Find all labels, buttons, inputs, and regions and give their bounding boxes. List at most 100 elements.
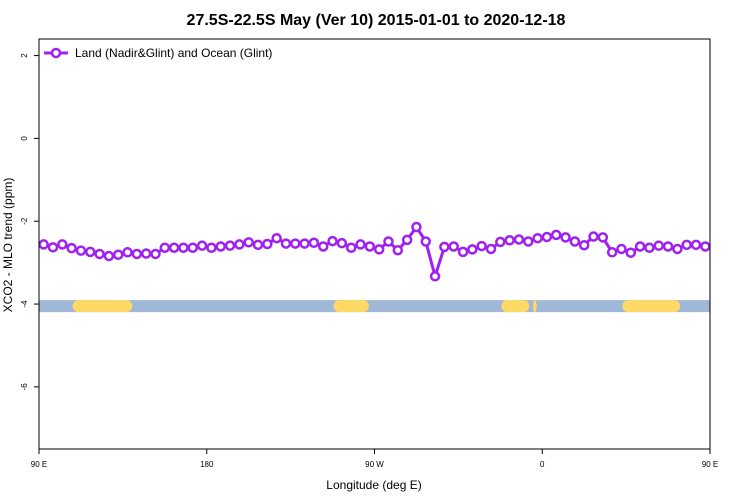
land-segment — [622, 300, 681, 313]
data-point — [327, 235, 338, 247]
y-axis: 2 0 -2 -4 -6 — [20, 53, 39, 391]
y-tick-label: 2 — [20, 53, 29, 58]
data-point — [345, 242, 357, 253]
data-point — [578, 239, 590, 251]
land-segment — [532, 300, 537, 313]
data-point — [159, 242, 171, 253]
data-point — [112, 249, 124, 261]
data-point — [252, 239, 264, 251]
chart-title: 27.5S-22.5S May (Ver 10) 2015-01-01 to 2… — [187, 12, 566, 29]
x-tick-label: 90 W — [365, 460, 384, 469]
data-point — [644, 242, 655, 253]
data-point — [700, 241, 711, 252]
data-point — [467, 244, 478, 255]
data-point — [495, 236, 506, 248]
data-point — [168, 242, 180, 253]
data-point — [523, 236, 534, 247]
data-point — [606, 247, 618, 258]
x-axis-label: Longitude (deg E) — [326, 478, 421, 492]
data-point — [439, 241, 450, 253]
data-point — [308, 237, 320, 249]
plot-frame — [38, 38, 711, 450]
data-point — [47, 242, 59, 253]
data-point — [94, 248, 105, 260]
data-point — [234, 239, 245, 250]
data-point — [206, 242, 217, 253]
data-point — [336, 237, 348, 249]
data-point — [243, 237, 254, 248]
data-point — [271, 232, 282, 244]
data-point — [476, 240, 487, 252]
y-tick-label: 0 — [20, 136, 29, 141]
data-point — [429, 271, 441, 282]
data-point — [383, 236, 394, 247]
data-point — [75, 245, 87, 256]
data-point — [196, 240, 208, 251]
data-point — [150, 248, 161, 260]
data-point — [569, 236, 581, 247]
data-point — [290, 238, 301, 249]
x-tick-label: 180 — [200, 460, 214, 469]
land-segment — [501, 300, 530, 313]
data-point — [532, 232, 543, 244]
data-point — [187, 242, 199, 253]
data-point — [355, 239, 366, 250]
y-tick-label: -6 — [20, 383, 29, 391]
data-point — [122, 247, 133, 258]
data-point — [215, 241, 226, 252]
data-point — [420, 236, 432, 247]
data-point — [262, 238, 273, 250]
land-segment — [333, 300, 369, 313]
data-point — [672, 243, 683, 255]
data-point — [299, 238, 310, 249]
data-point — [690, 239, 702, 251]
y-axis-label: XCO2 - MLO trend (ppm) — [1, 178, 15, 313]
surface-strip — [39, 300, 710, 313]
data-point — [588, 231, 599, 242]
data-point — [364, 241, 376, 252]
data-point — [597, 232, 609, 243]
data-point — [616, 243, 627, 255]
legend: Land (Nadir&Glint) and Ocean (Glint) — [44, 46, 272, 60]
data-point — [401, 234, 413, 246]
data-point — [178, 242, 189, 253]
data-point — [131, 248, 143, 260]
x-tick-label: 90 E — [31, 460, 47, 469]
data-point — [85, 246, 96, 258]
data-point — [457, 246, 469, 258]
data-point — [392, 244, 404, 256]
data-point — [625, 247, 637, 258]
data-point — [38, 239, 49, 250]
data-point — [681, 239, 692, 251]
ocean-strip — [39, 300, 710, 313]
data-point — [280, 238, 292, 249]
land-segment — [72, 300, 133, 313]
data-point — [541, 231, 553, 243]
legend-label: Land (Nadir&Glint) and Ocean (Glint) — [75, 46, 272, 60]
data-point — [653, 240, 664, 251]
x-tick-label: 90 E — [702, 460, 718, 469]
data-point — [103, 250, 115, 262]
data-point — [57, 239, 68, 250]
data-point — [513, 234, 525, 245]
data-point — [560, 232, 571, 243]
data-point — [373, 244, 385, 255]
data-point — [66, 242, 77, 254]
data-point — [224, 240, 236, 251]
x-tick-label: 0 — [540, 460, 545, 469]
data-point — [317, 241, 329, 252]
data-point — [448, 241, 459, 252]
y-tick-label: -4 — [20, 300, 29, 308]
legend-marker — [50, 47, 62, 59]
data-point — [550, 229, 562, 241]
series-layer — [38, 221, 711, 282]
data-point — [140, 248, 152, 259]
data-point — [411, 221, 422, 233]
x-axis: 90 E 180 90 W 0 90 E — [31, 449, 718, 469]
data-point — [662, 241, 674, 252]
y-tick-label: -2 — [20, 217, 29, 225]
data-point — [485, 243, 497, 255]
data-point — [504, 235, 515, 246]
data-point — [634, 241, 646, 252]
